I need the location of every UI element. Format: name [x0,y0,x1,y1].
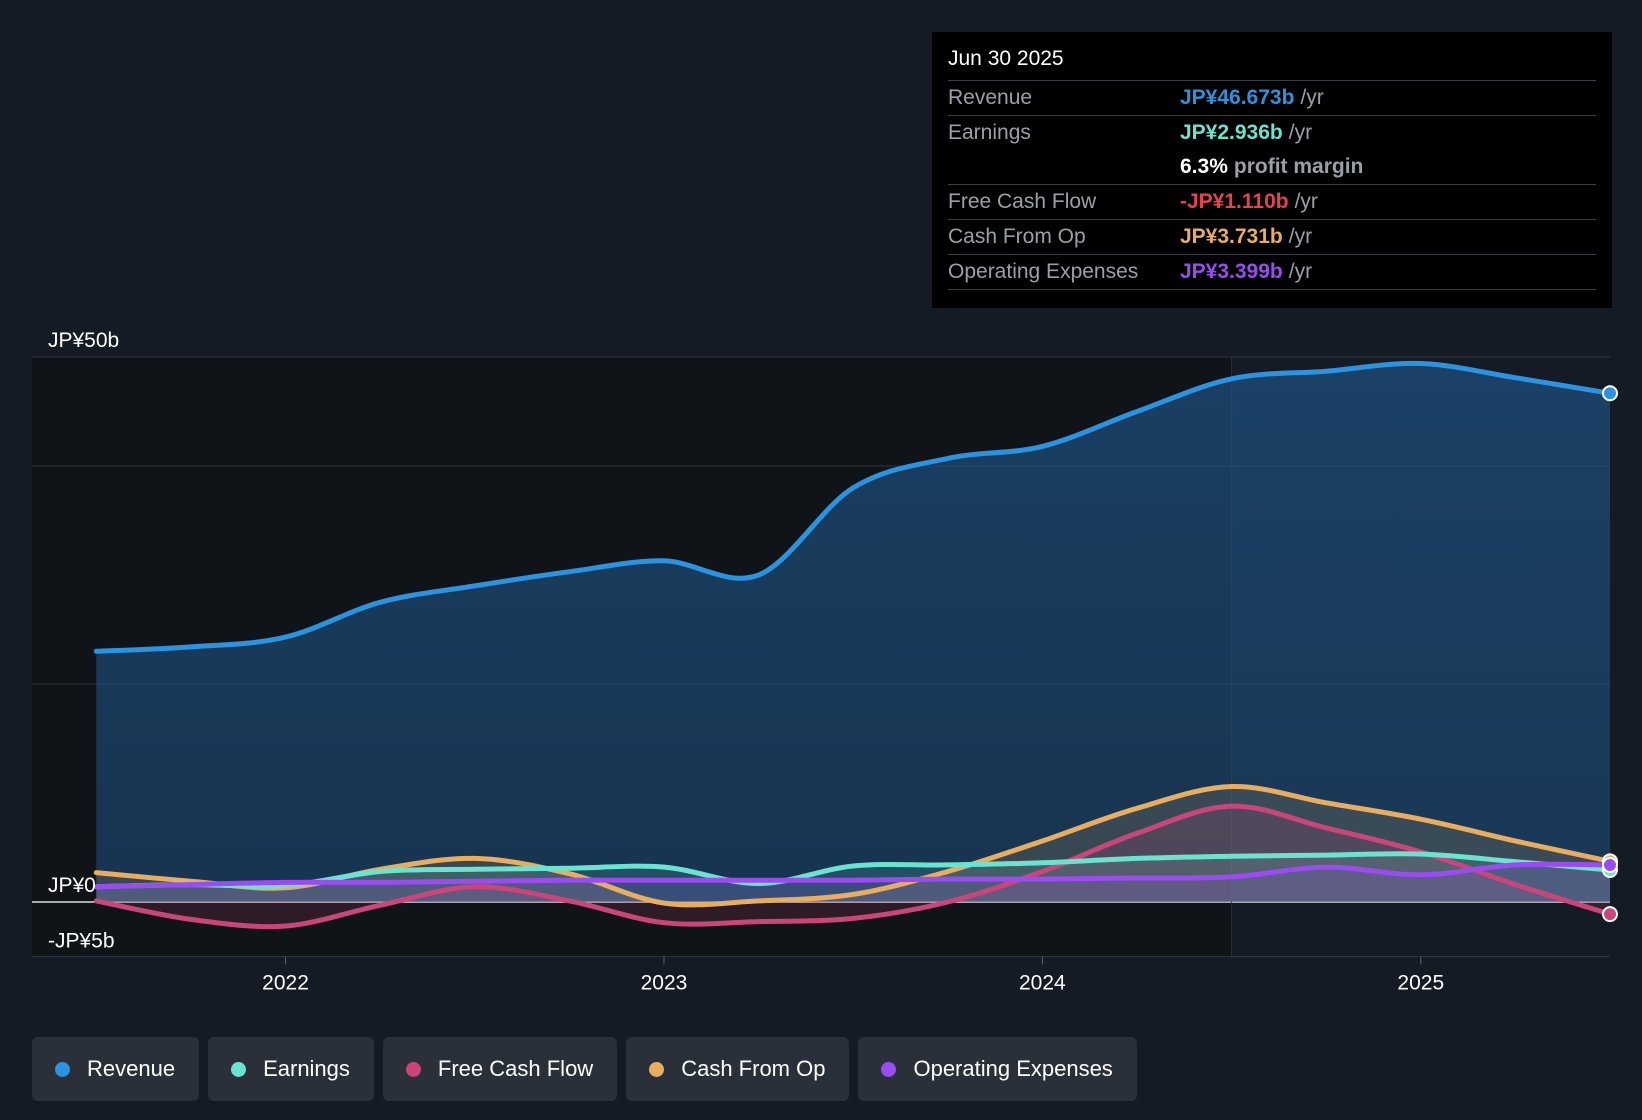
tooltip-unit: /yr [1300,86,1324,109]
tooltip-value: -JP¥1.110b [1180,190,1289,213]
series-lines [93,360,1613,930]
tooltip-row-profit-margin: 6.3% profit margin [948,150,1596,185]
tooltip-value: JP¥46.673b [1180,86,1295,109]
legend-item-revenue[interactable]: Revenue [32,1037,200,1101]
x-tick-label: 2025 [1397,972,1444,995]
marker-operating-expenses [1602,856,1618,873]
area-revenue [96,363,1610,902]
tooltip-date: Jun 30 2025 [948,44,1596,81]
x-tick-label: 2024 [1019,972,1066,995]
x-tick-label: 2022 [262,972,309,995]
tooltip-unit: /yr [1294,190,1318,213]
tooltip-row-revenue: Revenue JP¥46.673b /yr [948,81,1596,116]
tooltip-label [948,150,1180,184]
tooltip-unit: /yr [1288,260,1313,283]
legend-dot-icon [231,1061,247,1077]
tooltip-label: Earnings [948,121,1031,144]
y-tick-label: JP¥0 [48,874,96,897]
legend-dot-icon [55,1061,70,1077]
y-axis-labels: JP¥50b JP¥0 -JP¥5b [48,329,119,953]
line-revenue [93,360,1613,654]
marker-revenue [1602,385,1618,402]
area-free-cash-flow [96,806,1610,927]
legend-dot-icon [405,1061,421,1077]
y-tick-label: -JP¥5b [48,930,115,953]
x-tick-label: 2023 [641,972,688,995]
tooltip-unit: /yr [1288,121,1313,144]
marker-free-cash-flow [1602,906,1618,923]
legend-dot-icon [881,1061,897,1077]
tooltip-unit: profit margin [1233,155,1364,178]
tooltip-value: JP¥3.399b [1180,260,1283,283]
legend-label: Cash From Op [681,1056,826,1081]
end-markers [1602,385,1618,923]
line-free-cash-flow [93,803,1613,930]
legend-label: Operating Expenses [913,1056,1113,1081]
tooltip-unit: /yr [1288,225,1313,248]
legend-label: Earnings [263,1056,350,1081]
tooltip-panel: Jun 30 2025 Revenue JP¥46.673b /yr Earni… [932,32,1612,308]
legend-item-operating-expenses[interactable]: Operating Expenses [858,1037,1137,1101]
legend-label: Revenue [87,1056,176,1081]
line-earnings [93,851,1613,890]
tooltip-row-free-cash-flow: Free Cash Flow -JP¥1.110b /yr [948,185,1596,220]
legend-item-cash-from-op[interactable]: Cash From Op [626,1037,850,1101]
tooltip-label: Operating Expenses [948,260,1139,283]
legend-item-earnings[interactable]: Earnings [208,1037,374,1101]
legend-label: Free Cash Flow [437,1056,594,1081]
x-axis-labels: 2022 2023 2024 2025 [262,956,1444,995]
legend-item-free-cash-flow[interactable]: Free Cash Flow [382,1037,618,1101]
tooltip-label: Cash From Op [948,225,1086,248]
tooltip-row-operating-expenses: Operating Expenses JP¥3.399b /yr [948,255,1596,290]
legend: Revenue Earnings Free Cash Flow Cash Fro… [32,1037,1146,1101]
tooltip-label: Revenue [948,86,1033,109]
area-operating-expenses [96,864,1610,902]
tooltip-row-cash-from-op: Cash From Op JP¥3.731b /yr [948,220,1596,255]
tooltip-label: Free Cash Flow [948,190,1097,213]
legend-dot-icon [649,1061,665,1077]
line-operating-expenses [93,861,1613,890]
y-tick-label: JP¥50b [48,329,119,352]
tooltip-value: 6.3% [1180,155,1228,178]
tooltip-value: JP¥3.731b [1180,225,1283,248]
tooltip-value: JP¥2.936b [1180,121,1283,144]
tooltip-row-earnings: Earnings JP¥2.936b /yr [948,116,1596,150]
